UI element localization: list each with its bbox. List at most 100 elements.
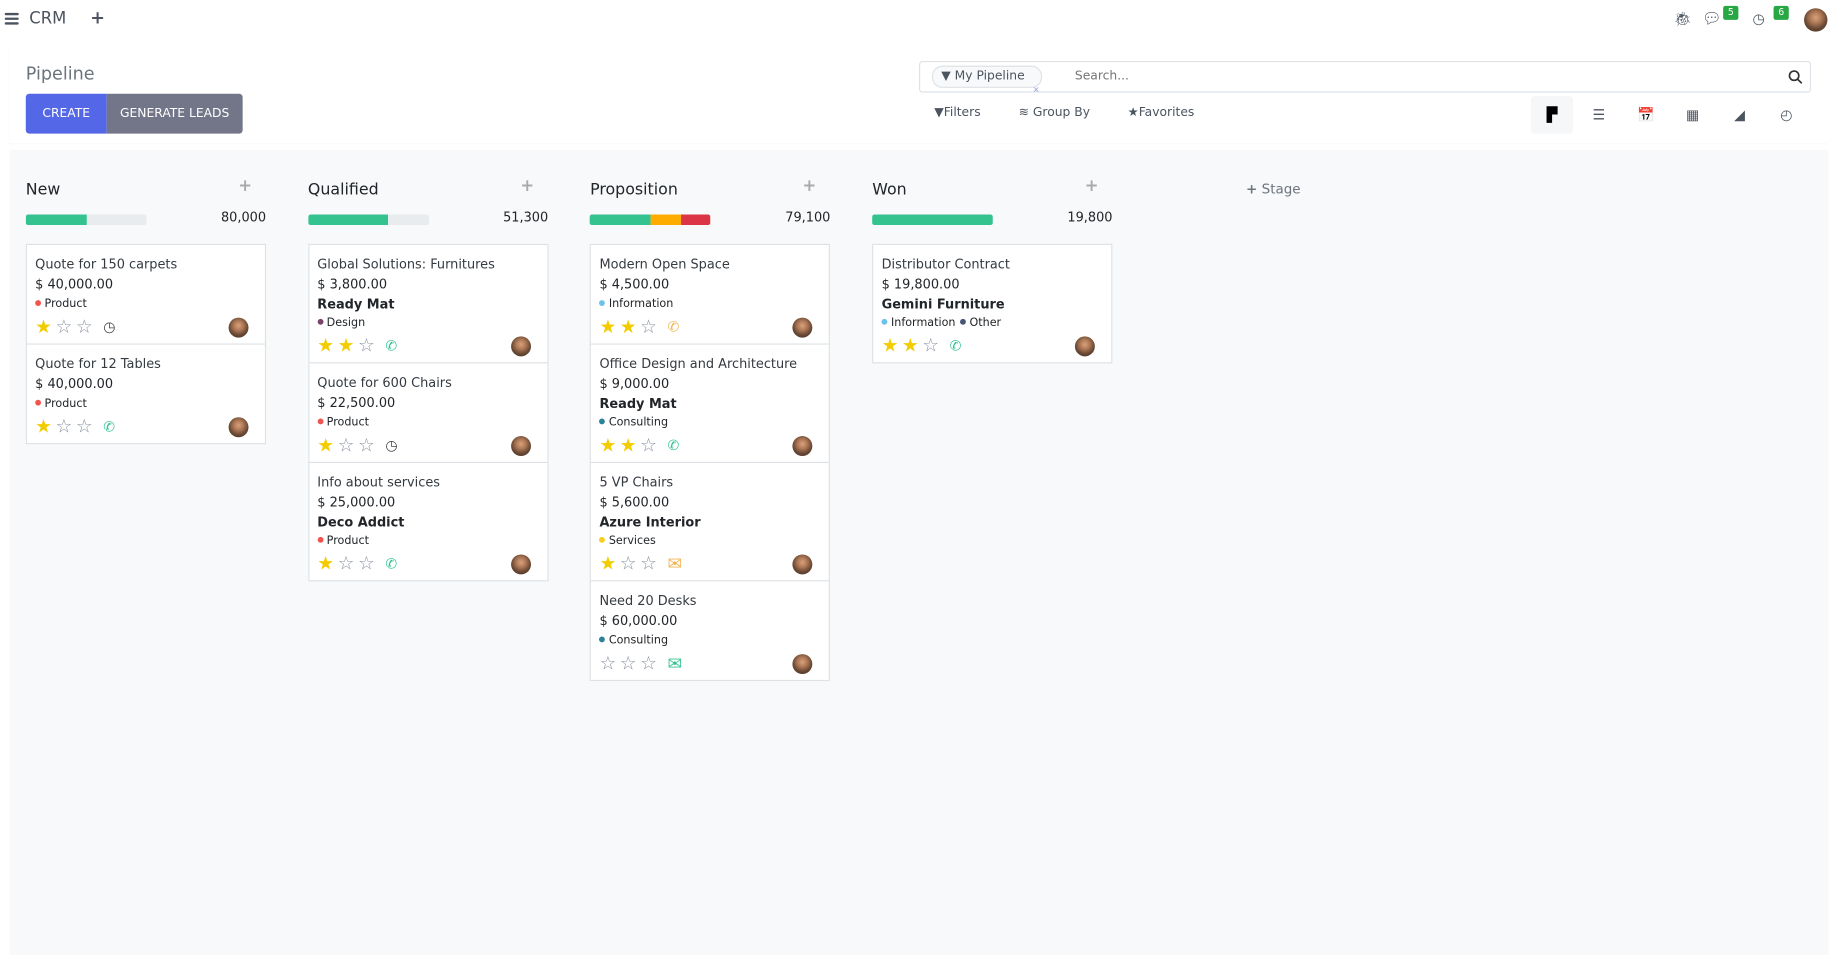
view-graph-button[interactable]: ◢ <box>1718 96 1760 134</box>
priority-star-icon[interactable]: ★ <box>599 315 617 338</box>
kanban-card[interactable]: Distributor Contract $ 19,800.00 Gemini F… <box>873 245 1111 362</box>
column-title[interactable]: Qualified <box>307 180 379 200</box>
phone-icon[interactable]: ✆ <box>667 318 680 336</box>
view-pivot-button[interactable]: ▦ <box>1672 96 1714 134</box>
generate-leads-button[interactable]: GENERATE LEADS <box>106 93 243 134</box>
priority-star-icon[interactable]: ★ <box>317 552 335 575</box>
phone-icon[interactable]: ✆ <box>103 418 115 435</box>
priority-star-icon[interactable]: ☆ <box>640 552 657 575</box>
priority-star-icon[interactable]: ★ <box>337 334 355 357</box>
priority-star-icon[interactable]: ☆ <box>55 414 73 438</box>
priority-star-icon[interactable]: ★ <box>881 334 899 357</box>
priority-star-icon[interactable]: ☆ <box>640 651 657 675</box>
favorites-button[interactable]: ★Favorites <box>1128 105 1195 119</box>
progress-bar[interactable] <box>25 214 147 226</box>
progress-bar[interactable] <box>307 214 429 226</box>
priority-star-icon[interactable]: ☆ <box>640 315 657 338</box>
priority-star-icon[interactable]: ★ <box>619 315 637 338</box>
progress-segment[interactable] <box>590 214 651 226</box>
priority-star-icon[interactable]: ☆ <box>75 414 93 438</box>
tag: Information <box>599 298 673 311</box>
kanban-icon: ▛ <box>1546 106 1558 124</box>
priority-star-icon[interactable]: ★ <box>317 334 335 357</box>
user-avatar[interactable] <box>1804 8 1828 32</box>
quick-create-icon[interactable]: + <box>520 177 535 196</box>
card-amount: $ 60,000.00 <box>599 613 678 629</box>
priority-star-icon[interactable]: ☆ <box>357 433 375 456</box>
kanban-card[interactable]: Office Design and Architecture $ 9,000.0… <box>591 345 830 464</box>
kanban-card[interactable]: Quote for 150 carpets $ 40,000.00 Product… <box>26 245 265 345</box>
plus-icon[interactable]: + <box>90 7 106 29</box>
priority-star-icon[interactable]: ★ <box>619 433 637 456</box>
messages-button[interactable]: 💬︎ 5 <box>1702 5 1739 28</box>
column-title[interactable]: Won <box>872 180 907 200</box>
priority-star-icon[interactable]: ☆ <box>55 315 73 338</box>
progress-segment[interactable] <box>650 214 681 226</box>
phone-icon[interactable]: ✆ <box>667 437 680 454</box>
kanban-column-qualified: Qualified + 51,300 Global Solutions: Fur… <box>307 176 549 582</box>
bug-icon[interactable]: 🐞︎ <box>1673 10 1692 27</box>
priority-star-icon[interactable]: ★ <box>901 334 919 357</box>
column-title[interactable]: New <box>25 180 61 200</box>
kanban-card[interactable]: 5 VP Chairs $ 5,600.00 Azure Interior Serv… <box>591 463 830 582</box>
kanban-card[interactable]: Modern Open Space $ 4,500.00 Information ★… <box>591 245 830 345</box>
view-list-button[interactable]: ☰ <box>1578 96 1620 134</box>
activities-button[interactable]: ◷ 6 <box>1752 5 1789 27</box>
priority-star-icon[interactable]: ☆ <box>337 433 355 456</box>
add-stage-button[interactable]: + Stage <box>1246 181 1301 197</box>
priority-star-icon[interactable]: ★ <box>35 414 52 438</box>
priority-star-icon[interactable]: ☆ <box>357 552 375 575</box>
card-title: Office Design and Architecture <box>599 356 798 372</box>
progress-bar[interactable] <box>590 214 711 226</box>
view-calendar-button[interactable]: 📅 <box>1625 96 1667 134</box>
tag: Other <box>960 316 1001 329</box>
phone-icon[interactable]: ✆ <box>385 555 398 573</box>
quick-create-icon[interactable]: + <box>1084 177 1099 196</box>
progress-segment[interactable] <box>25 214 87 226</box>
priority-star-icon[interactable]: ☆ <box>640 433 657 456</box>
kanban-card[interactable]: Quote for 600 Chairs $ 22,500.00 Product ★… <box>309 363 548 464</box>
view-kanban-button[interactable]: ▛ <box>1530 96 1574 134</box>
quick-create-icon[interactable]: + <box>802 177 817 196</box>
progress-segment[interactable] <box>307 214 388 226</box>
kanban-card[interactable]: Info about services $ 25,000.00 Deco Addi… <box>309 463 547 580</box>
column-title[interactable]: Proposition <box>590 180 678 200</box>
clock-icon[interactable]: ◷ <box>385 437 398 454</box>
quick-create-icon[interactable]: + <box>238 177 253 196</box>
progress-segment[interactable] <box>872 214 993 226</box>
priority-star-icon[interactable]: ☆ <box>619 552 637 575</box>
progress-segment[interactable] <box>680 214 711 226</box>
priority-star-icon[interactable]: ☆ <box>75 315 93 338</box>
tag-label: Product <box>44 297 87 311</box>
search-input[interactable] <box>1074 69 1755 84</box>
card-title: Need 20 Desks <box>599 593 697 609</box>
priority-star-icon[interactable]: ★ <box>599 552 617 575</box>
priority-star-icon[interactable]: ★ <box>317 433 335 456</box>
priority-star-icon[interactable]: ★ <box>599 433 617 456</box>
search-icon[interactable] <box>1788 69 1803 84</box>
kanban-card[interactable]: Need 20 Desks $ 60,000.00 Consulting ☆ ☆ ☆ ✉ <box>591 581 829 679</box>
search-bar[interactable]: ▼ My Pipeline ✕ <box>919 60 1812 95</box>
remove-facet-icon[interactable]: ✕ <box>1032 85 1040 95</box>
priority-star-icon[interactable]: ☆ <box>337 552 355 575</box>
envelope-icon[interactable]: ✉ <box>667 652 683 675</box>
app-title[interactable]: CRM <box>29 9 67 29</box>
group-by-button[interactable]: ≋ Group By <box>1019 105 1090 119</box>
create-button[interactable]: CREATE <box>25 93 107 134</box>
envelope-icon[interactable]: ✉ <box>667 553 683 575</box>
view-activity-button[interactable]: ◴ <box>1765 96 1807 134</box>
priority-star-icon[interactable]: ☆ <box>922 334 940 357</box>
salesperson-avatar <box>510 554 531 575</box>
filters-button[interactable]: ▼Filters <box>934 105 980 119</box>
priority-star-icon[interactable]: ☆ <box>357 334 375 357</box>
priority-star-icon[interactable]: ☆ <box>619 651 637 675</box>
hamburger-icon[interactable] <box>4 12 19 25</box>
kanban-card[interactable]: Quote for 12 Tables $ 40,000.00 Product ★ ☆… <box>27 345 265 443</box>
phone-icon[interactable]: ✆ <box>385 337 398 355</box>
kanban-card[interactable]: Global Solutions: Furnitures $ 3,800.00 R… <box>309 245 548 364</box>
clock-icon[interactable]: ◷ <box>103 318 116 336</box>
priority-star-icon[interactable]: ☆ <box>599 651 617 675</box>
progress-bar[interactable] <box>872 214 993 226</box>
phone-icon[interactable]: ✆ <box>949 337 962 355</box>
priority-star-icon[interactable]: ★ <box>35 315 52 338</box>
